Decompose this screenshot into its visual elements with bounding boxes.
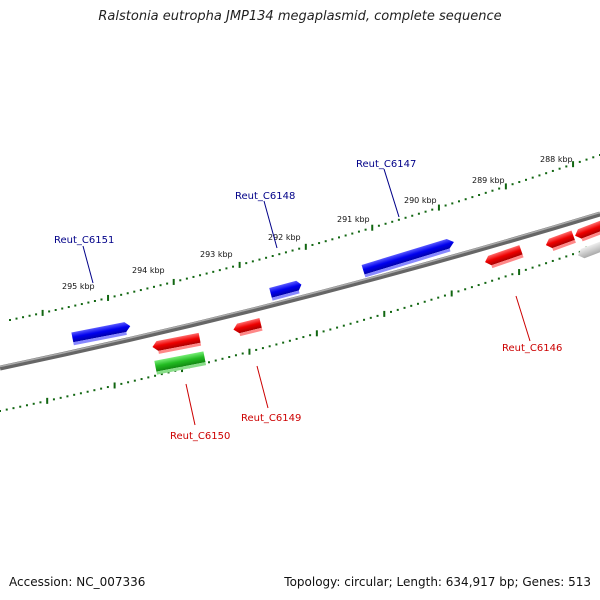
gene-label-reut-c6150: Reut_C6150: [170, 431, 230, 442]
map-title: Ralstonia eutropha JMP134 megaplasmid, c…: [98, 9, 502, 24]
gene-label-reut-c6151: Reut_C6151: [54, 235, 114, 246]
gene-reut-c6150[interactable]: [152, 332, 202, 355]
scale-label-289: 289 kbp: [472, 176, 505, 185]
gene-unlabeled-red-1[interactable]: [544, 230, 576, 253]
scale-label-292: 292 kbp: [268, 233, 301, 242]
inner-scale-track: [0, 244, 600, 412]
gene-reut-c6148[interactable]: [269, 280, 303, 301]
gene-reut-c6149[interactable]: [232, 318, 263, 337]
outer-scale-track: [9, 154, 600, 321]
gene-other-grey[interactable]: [576, 240, 600, 260]
gene-label-reut-c6149: Reut_C6149: [241, 413, 301, 424]
gene-label-reut-c6146: Reut_C6146: [502, 343, 562, 354]
scale-label-290: 290 kbp: [404, 196, 437, 205]
scale-label-288: 288 kbp: [540, 155, 573, 164]
gene-unlabeled-red-2[interactable]: [573, 219, 600, 244]
gene-reut-c6147[interactable]: [361, 237, 457, 278]
gene-reut-c6151[interactable]: [71, 321, 131, 346]
scale-label-294: 294 kbp: [132, 266, 165, 275]
scale-label-295: 295 kbp: [62, 282, 95, 291]
scale-labels: 295 kbp 294 kbp 293 kbp 292 kbp 291 kbp …: [62, 155, 573, 291]
scale-label-291: 291 kbp: [337, 215, 370, 224]
scale-label-293: 293 kbp: [200, 250, 233, 259]
sequence-summary-text: Topology: circular; Length: 634,917 bp; …: [284, 575, 591, 589]
gene-rna-green[interactable]: [154, 351, 207, 375]
gene-reut-c6146[interactable]: [483, 245, 524, 270]
gene-labels: Reut_C6151 Reut_C6148 Reut_C6147 Reut_C6…: [54, 159, 562, 442]
sequence-backbone: [0, 211, 600, 371]
accession-text: Accession: NC_007336: [9, 575, 146, 589]
gene-label-reut-c6148: Reut_C6148: [235, 191, 295, 202]
gene-label-reut-c6147: Reut_C6147: [356, 159, 416, 170]
gene-leader-lines: [82, 168, 531, 426]
